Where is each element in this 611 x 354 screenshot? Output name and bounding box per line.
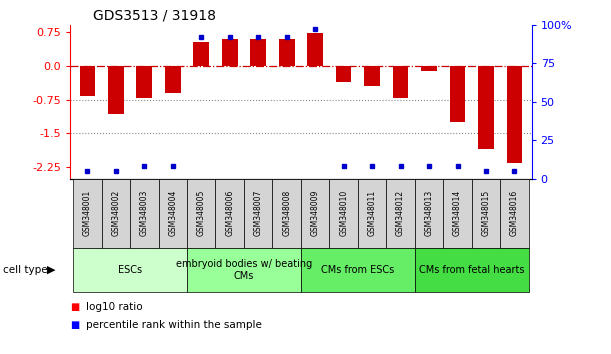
Text: GSM348001: GSM348001 xyxy=(83,190,92,236)
Bar xyxy=(301,248,415,292)
Bar xyxy=(216,179,244,248)
Bar xyxy=(336,65,351,82)
Bar xyxy=(130,179,158,248)
Bar xyxy=(329,179,358,248)
Text: cell type: cell type xyxy=(3,265,48,275)
Bar xyxy=(444,179,472,248)
Bar xyxy=(307,33,323,65)
Text: GDS3513 / 31918: GDS3513 / 31918 xyxy=(93,8,216,22)
Bar xyxy=(79,65,95,96)
Text: ■: ■ xyxy=(70,302,79,312)
Bar xyxy=(222,39,238,65)
Bar xyxy=(187,248,301,292)
Bar xyxy=(244,179,273,248)
Text: GSM348006: GSM348006 xyxy=(225,190,234,236)
Text: embryoid bodies w/ beating
CMs: embryoid bodies w/ beating CMs xyxy=(176,259,312,281)
Text: GSM348004: GSM348004 xyxy=(168,190,177,236)
Text: GSM348009: GSM348009 xyxy=(310,190,320,236)
Bar xyxy=(478,65,494,149)
Text: GSM348008: GSM348008 xyxy=(282,190,291,236)
Bar xyxy=(415,179,444,248)
Bar xyxy=(136,65,152,98)
Bar xyxy=(386,179,415,248)
Text: GSM348005: GSM348005 xyxy=(197,190,206,236)
Text: GSM348015: GSM348015 xyxy=(481,190,491,236)
Bar xyxy=(393,65,408,98)
Bar xyxy=(108,65,123,114)
Bar xyxy=(273,179,301,248)
Bar xyxy=(251,39,266,65)
Text: GSM348010: GSM348010 xyxy=(339,190,348,236)
Text: ▶: ▶ xyxy=(47,265,56,275)
Text: GSM348014: GSM348014 xyxy=(453,190,462,236)
Bar xyxy=(364,65,380,86)
Text: ESCs: ESCs xyxy=(118,265,142,275)
Bar xyxy=(73,248,187,292)
Bar xyxy=(507,65,522,163)
Bar xyxy=(421,65,437,71)
Bar xyxy=(415,248,529,292)
Text: GSM348012: GSM348012 xyxy=(396,190,405,236)
Bar xyxy=(279,39,295,65)
Text: ■: ■ xyxy=(70,320,79,330)
Bar xyxy=(158,179,187,248)
Bar xyxy=(472,179,500,248)
Text: GSM348013: GSM348013 xyxy=(425,190,434,236)
Bar xyxy=(194,42,209,65)
Text: GSM348003: GSM348003 xyxy=(140,190,149,236)
Text: GSM348011: GSM348011 xyxy=(368,190,376,236)
Bar xyxy=(73,179,101,248)
Text: CMs from ESCs: CMs from ESCs xyxy=(321,265,395,275)
Text: GSM348002: GSM348002 xyxy=(111,190,120,236)
Bar xyxy=(165,65,181,93)
Text: GSM348007: GSM348007 xyxy=(254,190,263,236)
Text: GSM348016: GSM348016 xyxy=(510,190,519,236)
Text: log10 ratio: log10 ratio xyxy=(86,302,142,312)
Bar xyxy=(450,65,466,122)
Bar xyxy=(500,179,529,248)
Bar xyxy=(358,179,386,248)
Text: CMs from fetal hearts: CMs from fetal hearts xyxy=(419,265,524,275)
Bar xyxy=(101,179,130,248)
Text: percentile rank within the sample: percentile rank within the sample xyxy=(86,320,262,330)
Bar xyxy=(301,179,329,248)
Bar xyxy=(187,179,216,248)
